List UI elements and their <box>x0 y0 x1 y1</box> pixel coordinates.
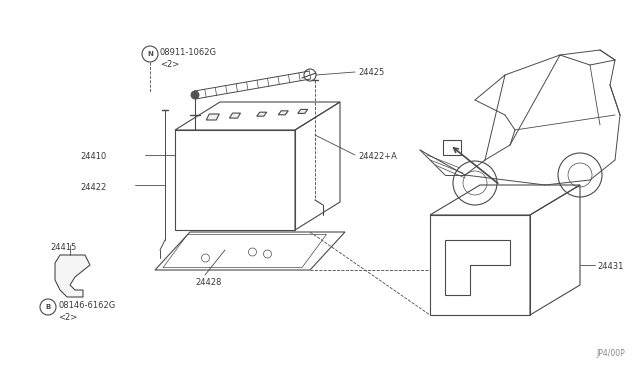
Polygon shape <box>445 240 510 295</box>
Text: 24425: 24425 <box>358 68 384 77</box>
Polygon shape <box>443 140 461 155</box>
Text: 08911-1062G: 08911-1062G <box>160 48 217 57</box>
Text: 24431: 24431 <box>597 262 623 271</box>
Text: 24415: 24415 <box>50 243 76 252</box>
Polygon shape <box>55 255 90 297</box>
Polygon shape <box>257 112 267 116</box>
Text: 08146-6162G: 08146-6162G <box>58 301 115 310</box>
Polygon shape <box>298 109 308 113</box>
Text: 24422: 24422 <box>80 183 106 192</box>
Text: 24428: 24428 <box>195 278 221 287</box>
Circle shape <box>191 91 199 99</box>
Polygon shape <box>230 113 241 118</box>
Text: JP4/00P: JP4/00P <box>596 349 625 358</box>
Text: N: N <box>147 51 153 57</box>
Text: B: B <box>45 304 51 310</box>
Polygon shape <box>278 111 288 115</box>
Text: 24410: 24410 <box>80 152 106 161</box>
Text: <2>: <2> <box>160 60 179 69</box>
Polygon shape <box>206 114 220 120</box>
Text: <2>: <2> <box>58 313 77 322</box>
Text: 24422+A: 24422+A <box>358 152 397 161</box>
